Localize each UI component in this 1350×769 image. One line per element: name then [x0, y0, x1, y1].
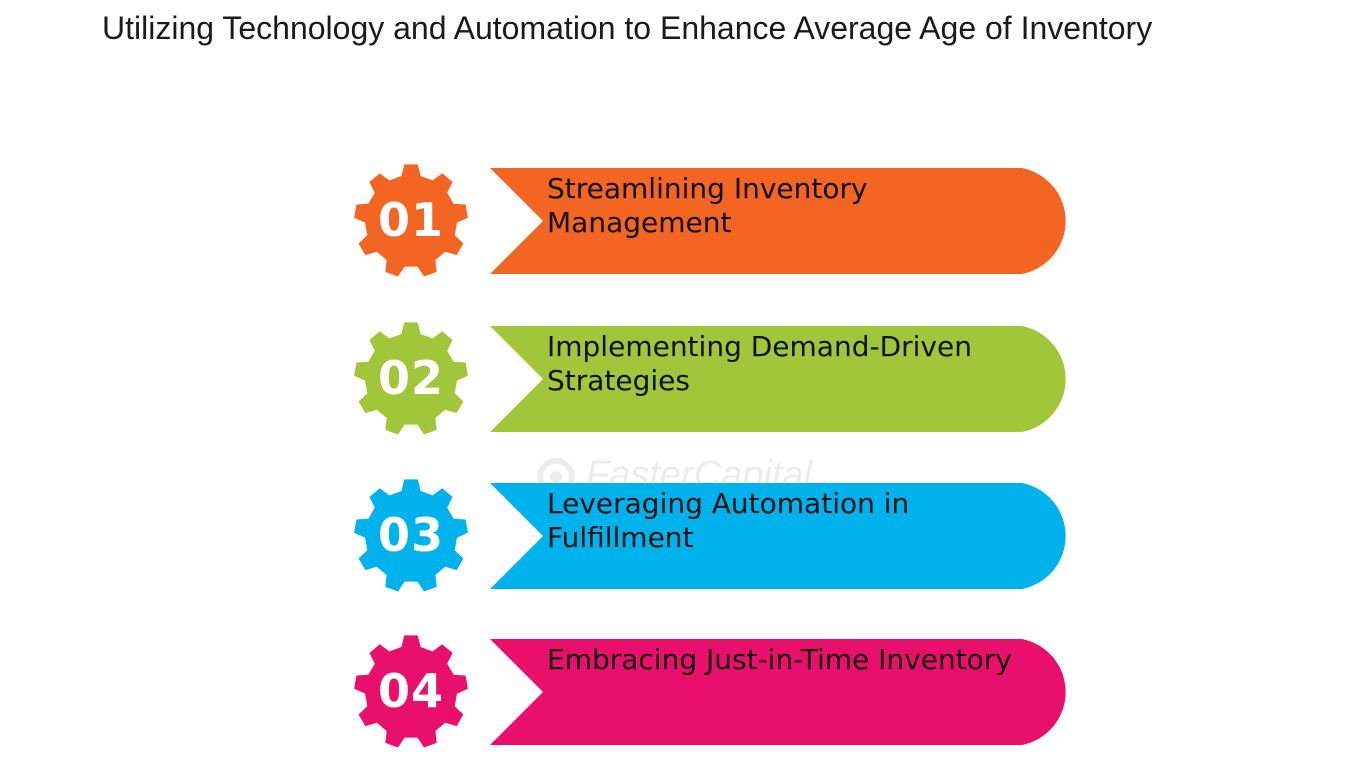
step-1-label: Streamlining Inventory Management	[547, 172, 868, 239]
step-2: 02 Implementing Demand-Driven Strategies	[316, 322, 1078, 438]
step-3-number: 03	[377, 508, 444, 562]
step-3-gear-icon	[354, 479, 468, 592]
step-1-number: 01	[377, 193, 444, 247]
step-1: 01 Streamlining Inventory Management	[316, 164, 1078, 280]
step-2-gear-icon	[354, 322, 468, 435]
step-4-label: Embracing Just-in-Time Inventory	[547, 643, 1012, 676]
step-2-shape	[354, 322, 1066, 435]
step-1-banner	[490, 168, 1066, 274]
step-4-banner	[490, 639, 1066, 745]
step-2-number: 02	[377, 351, 444, 405]
step-3-shape	[354, 479, 1066, 592]
step-2-banner	[490, 326, 1066, 432]
step-3-banner	[490, 483, 1066, 589]
step-4: 04 Embracing Just-in-Time Inventory	[316, 635, 1078, 751]
step-1-gear-icon	[354, 164, 468, 277]
step-4-gear-icon	[354, 635, 468, 748]
step-2-label: Implementing Demand-Driven Strategies	[547, 330, 972, 397]
step-4-number: 04	[377, 664, 444, 718]
step-4-shape	[354, 635, 1066, 748]
step-3-label: Leveraging Automation in Fulfillment	[547, 487, 910, 554]
step-3: 03 Leveraging Automation in Fulfillment	[316, 479, 1078, 595]
step-1-shape	[354, 164, 1066, 277]
page-title: Utilizing Technology and Automation to E…	[102, 10, 1153, 46]
